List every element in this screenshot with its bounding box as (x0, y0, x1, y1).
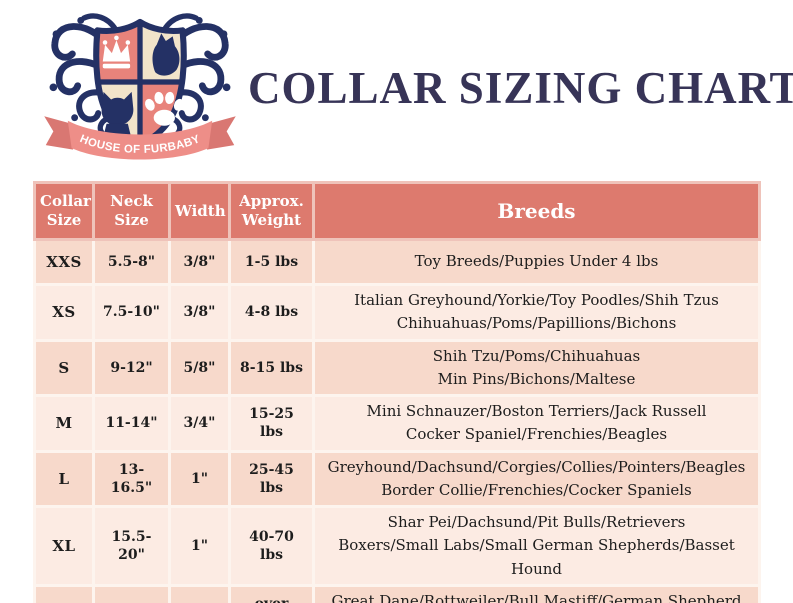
table-row: XS 7.5-10" 3/8" 4-8 lbs Italian Greyhoun… (33, 283, 761, 342)
cell-breeds: Greyhound/Dachsund/Corgies/Collies/Point… (312, 449, 761, 508)
cell-breeds: Toy Breeds/Puppies Under 4 lbs (312, 238, 761, 286)
table-body: XXS 5.5-8" 3/8" 1-5 lbs Toy Breeds/Puppi… (33, 238, 761, 603)
cell-weight: over 70 lbs (228, 583, 315, 603)
cell-breeds: Shih Tzu/Poms/Chihuahuas Min Pins/Bichon… (312, 338, 761, 397)
cell-neck-size: 9-12" (92, 338, 171, 397)
cell-neck-size: 5.5-8" (92, 238, 171, 286)
table-header: Collar Size Neck Size Width Approx. Weig… (33, 181, 761, 241)
cell-width: 5/8" (168, 338, 231, 397)
cell-weight: 1-5 lbs (228, 238, 315, 286)
ribbon-banner (44, 116, 236, 150)
ribbon-band (67, 120, 213, 160)
cell-collar-size: XL (33, 505, 95, 587)
table-row: XL 15.5-20" 1" 40-70 lbs Shar Pei/Dachsu… (33, 505, 761, 587)
cell-weight: 8-15 lbs (228, 338, 315, 397)
col-header-approx-weight: Approx. Weight (228, 181, 315, 241)
table-row: M 11-14" 3/4" 15-25 lbs Mini Schnauzer/B… (33, 394, 761, 453)
brand-crest-logo: HOUSE OF FURBABY (44, 2, 236, 160)
cell-neck-size: 13-16.5" (92, 449, 171, 508)
cell-weight: 4-8 lbs (228, 283, 315, 342)
cell-width: 1” (168, 583, 231, 603)
header-row: Collar Size Neck Size Width Approx. Weig… (33, 181, 761, 241)
table-row: L 13-16.5" 1" 25-45 lbs Greyhound/Dachsu… (33, 449, 761, 508)
crown-icon (102, 35, 131, 69)
cell-collar-size: S (33, 338, 95, 397)
cell-breeds: Italian Greyhound/Yorkie/Toy Poodles/Shi… (312, 283, 761, 342)
cell-width: 1" (168, 449, 231, 508)
table-row: XXL 18 - 22” 1” over 70 lbs Great Dane/R… (33, 583, 761, 603)
dog-icon (152, 33, 180, 76)
cell-collar-size: XS (33, 283, 95, 342)
flourish-ornament-left (49, 13, 119, 138)
cell-weight: 40-70 lbs (228, 505, 315, 587)
cell-width: 1" (168, 505, 231, 587)
cell-width: 3/4" (168, 394, 231, 453)
cell-neck-size: 18 - 22” (92, 583, 171, 603)
cell-breeds: Shar Pei/Dachsund/Pit Bulls/Retrievers B… (312, 505, 761, 587)
table-row: XXS 5.5-8" 3/8" 1-5 lbs Toy Breeds/Puppi… (33, 238, 761, 286)
col-header-neck-size: Neck Size (92, 181, 171, 241)
cat-icon (101, 91, 134, 139)
col-header-breeds: Breeds (312, 181, 761, 241)
cell-collar-size: XXL (33, 583, 95, 603)
cell-neck-size: 15.5-20" (92, 505, 171, 587)
cell-collar-size: M (33, 394, 95, 453)
cell-collar-size: XXS (33, 238, 95, 286)
table-row: S 9-12" 5/8" 8-15 lbs Shih Tzu/Poms/Chih… (33, 338, 761, 397)
cell-weight: 15-25 lbs (228, 394, 315, 453)
col-header-width: Width (168, 181, 231, 241)
collar-sizing-table: Collar Size Neck Size Width Approx. Weig… (33, 181, 761, 603)
cell-neck-size: 11-14" (92, 394, 171, 453)
cell-weight: 25-45 lbs (228, 449, 315, 508)
cell-width: 3/8" (168, 238, 231, 286)
cell-breeds: Great Dane/Rottweiler/Bull Mastiff/Germa… (312, 583, 761, 603)
col-header-collar-size: Collar Size (33, 181, 95, 241)
cell-breeds: Mini Schnauzer/Boston Terriers/Jack Russ… (312, 394, 761, 453)
paw-icon (145, 91, 184, 126)
cell-collar-size: L (33, 449, 95, 508)
page-title: COLLAR SIZING CHART (248, 63, 793, 113)
cell-neck-size: 7.5-10" (92, 283, 171, 342)
cell-width: 3/8" (168, 283, 231, 342)
